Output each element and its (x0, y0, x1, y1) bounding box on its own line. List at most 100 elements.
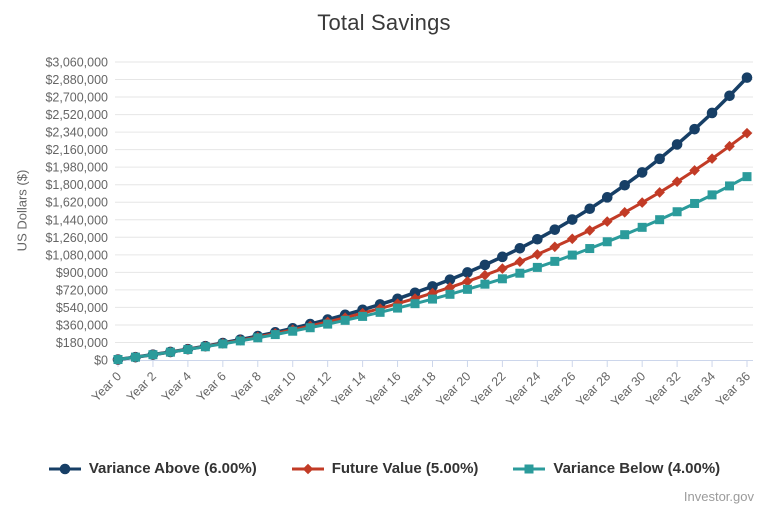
y-tick-label: $2,520,000 (45, 108, 108, 122)
data-point (585, 244, 595, 254)
data-point (514, 242, 526, 254)
y-tick-label: $2,880,000 (45, 73, 108, 87)
y-tick-label: $1,080,000 (45, 248, 108, 262)
data-point (566, 233, 578, 245)
data-point (671, 139, 683, 150)
data-point (724, 140, 735, 152)
data-point (165, 347, 175, 357)
data-point (288, 326, 298, 336)
data-point (515, 268, 525, 278)
legend-marker-diamond-icon (291, 463, 324, 474)
data-point (689, 123, 700, 135)
y-tick-label: $1,260,000 (45, 231, 108, 245)
data-point (724, 90, 735, 102)
data-point (479, 259, 491, 271)
legend-label: Future Value (5.00%) (331, 460, 479, 477)
y-tick-label: $900,000 (56, 266, 108, 280)
data-point (444, 274, 456, 285)
x-tick-label: Year 22 (468, 369, 508, 409)
x-tick-label: Year 14 (329, 369, 369, 409)
data-point (409, 287, 421, 299)
data-point (619, 207, 630, 218)
data-point (410, 299, 420, 309)
x-tick-label: Year 34 (678, 369, 718, 409)
data-point (253, 333, 263, 343)
data-point (462, 276, 473, 287)
data-point (130, 352, 140, 362)
data-point (636, 167, 648, 178)
data-point (479, 269, 491, 281)
data-point (514, 256, 526, 267)
data-point (637, 222, 647, 232)
x-tick-label: Year 12 (294, 369, 334, 409)
data-point (409, 293, 421, 304)
data-point (706, 107, 718, 119)
data-point (619, 179, 630, 191)
data-point (497, 251, 508, 263)
data-point (671, 176, 683, 187)
data-point (689, 165, 700, 176)
data-point (725, 181, 735, 191)
y-tick-label: $2,700,000 (45, 91, 108, 105)
data-point (602, 237, 612, 247)
x-tick-label: Year 18 (399, 369, 439, 409)
legend-marker-square-icon (513, 464, 546, 473)
data-point (183, 345, 193, 355)
data-point (549, 224, 561, 235)
y-tick-label: $2,160,000 (45, 143, 108, 157)
x-tick-label: Year 6 (194, 369, 229, 404)
data-point (532, 233, 543, 245)
data-point (235, 336, 245, 346)
data-point (584, 203, 596, 215)
y-tick-label: $0 (94, 354, 108, 368)
legend-marker-circle-icon (48, 463, 81, 474)
data-point (707, 190, 717, 200)
x-tick-label: Year 4 (159, 369, 194, 404)
x-tick-label: Year 32 (643, 369, 683, 409)
y-tick-label: $3,060,000 (45, 56, 108, 70)
data-point (672, 207, 682, 217)
chart-title: Total Savings (317, 10, 451, 35)
y-tick-label: $180,000 (56, 336, 108, 350)
y-tick-label: $2,340,000 (45, 126, 108, 140)
data-point (690, 198, 700, 208)
data-point (497, 263, 508, 274)
data-point (601, 216, 613, 227)
data-point (620, 230, 630, 240)
data-point (636, 197, 648, 208)
data-point (601, 192, 613, 203)
data-point (428, 294, 437, 304)
data-point (200, 342, 210, 352)
data-point (445, 289, 455, 299)
data-point (462, 284, 472, 294)
series-variance-below-4-00 (113, 172, 752, 365)
y-tick-label: $1,620,000 (45, 196, 108, 210)
data-point (427, 287, 438, 299)
data-point (218, 339, 228, 349)
legend-item-variance-above-6-00[interactable]: Variance Above (6.00%) (48, 460, 257, 477)
data-point (305, 323, 315, 333)
data-point (358, 311, 368, 321)
data-point (323, 319, 333, 329)
data-point (567, 250, 577, 260)
data-point (550, 256, 560, 266)
data-point (655, 215, 665, 225)
y-tick-label: $1,980,000 (45, 161, 108, 175)
data-point (497, 274, 507, 284)
data-point (532, 249, 543, 260)
y-tick-label: $1,800,000 (45, 178, 108, 192)
x-tick-label: Year 10 (259, 369, 299, 409)
x-tick-label: Year 0 (89, 369, 124, 404)
x-tick-label: Year 28 (573, 369, 613, 409)
data-point (706, 153, 718, 164)
data-point (532, 262, 542, 272)
data-point (340, 315, 350, 325)
legend-item-future-value-5-00[interactable]: Future Value (5.00%) (291, 460, 479, 477)
data-point (375, 307, 385, 317)
data-point (393, 303, 403, 313)
data-point (427, 281, 438, 292)
data-point (741, 72, 753, 83)
legend-item-variance-below-4-00[interactable]: Variance Below (4.00%) (512, 460, 720, 477)
